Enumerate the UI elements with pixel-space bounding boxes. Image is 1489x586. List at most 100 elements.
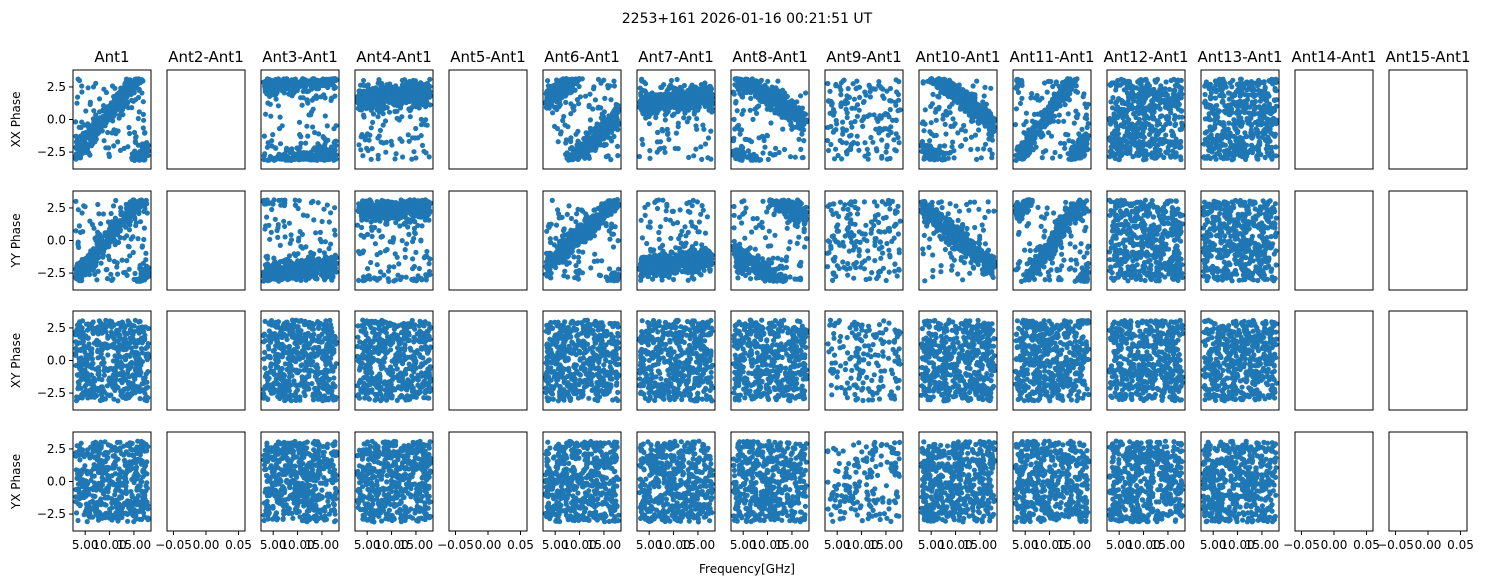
data-point	[138, 396, 143, 401]
data-point	[264, 443, 269, 448]
data-point	[364, 146, 369, 151]
data-point	[105, 383, 110, 388]
data-point	[123, 488, 128, 493]
data-point	[317, 497, 322, 502]
data-point	[331, 501, 336, 506]
data-point	[139, 439, 144, 444]
data-point	[273, 217, 278, 222]
data-point	[312, 386, 317, 391]
data-point	[305, 89, 310, 94]
data-point	[328, 322, 333, 327]
data-point	[105, 352, 110, 357]
data-point	[289, 398, 294, 403]
data-point	[301, 473, 306, 478]
data-point	[135, 236, 140, 241]
data-point	[116, 321, 121, 326]
data-point	[283, 350, 288, 355]
data-point	[118, 148, 123, 153]
data-point	[311, 447, 316, 452]
data-point	[269, 370, 274, 375]
data-point	[329, 345, 334, 350]
data-point	[400, 154, 405, 159]
data-point	[89, 258, 94, 263]
data-point	[125, 519, 130, 524]
data-point	[293, 359, 298, 364]
data-point	[274, 323, 279, 328]
data-point	[312, 516, 317, 521]
data-point	[129, 209, 134, 214]
y-tick-label: 0.0	[47, 354, 66, 368]
data-point	[269, 230, 274, 235]
subplot-grid: Ant12.50.0−2.5XX Phase2.50.0−2.5YY Phase…	[9, 48, 1474, 552]
data-point	[73, 134, 78, 139]
data-point	[120, 258, 125, 263]
x-tick-label: −0.05	[155, 538, 192, 552]
data-point	[107, 257, 112, 262]
data-point	[325, 494, 330, 499]
data-point	[80, 318, 85, 323]
data-point	[115, 139, 120, 144]
data-point	[364, 100, 369, 105]
data-point	[104, 495, 109, 500]
data-point	[113, 375, 118, 380]
data-point	[84, 363, 89, 368]
data-point	[98, 221, 103, 226]
data-point	[125, 368, 130, 373]
data-point	[298, 467, 303, 472]
data-point	[376, 77, 381, 82]
data-point	[75, 242, 80, 247]
data-point	[113, 238, 118, 243]
data-point	[77, 366, 82, 371]
data-point	[94, 277, 99, 282]
data-point	[355, 100, 360, 105]
data-point	[118, 489, 123, 494]
data-point	[138, 452, 143, 457]
data-point	[142, 130, 147, 135]
data-point	[90, 499, 95, 504]
data-point	[273, 157, 278, 162]
x-tick-label: 15.00	[305, 538, 339, 552]
data-point	[93, 81, 98, 86]
data-point	[120, 469, 125, 474]
data-point	[329, 278, 334, 283]
data-point	[75, 95, 80, 100]
data-point	[138, 319, 143, 324]
data-point	[271, 491, 276, 496]
data-point	[266, 486, 271, 491]
data-point	[331, 375, 336, 380]
data-point	[114, 498, 119, 503]
data-point	[322, 517, 327, 522]
data-point	[132, 513, 137, 518]
data-point	[95, 131, 100, 136]
data-point	[298, 244, 303, 249]
data-point	[139, 90, 144, 95]
data-point	[282, 224, 287, 229]
data-point	[124, 258, 129, 263]
data-point	[141, 99, 146, 104]
data-point	[296, 274, 301, 279]
data-point	[282, 321, 287, 326]
data-point	[293, 203, 298, 208]
data-point	[378, 128, 383, 133]
data-point	[292, 156, 297, 161]
data-point	[136, 116, 141, 121]
data-point	[262, 226, 267, 231]
data-point	[267, 376, 272, 381]
data-point	[102, 328, 107, 333]
data-point	[287, 449, 292, 454]
data-point	[298, 79, 303, 84]
data-point	[334, 269, 339, 274]
data-point	[80, 467, 85, 472]
data-point	[139, 517, 144, 522]
data-point	[295, 328, 300, 333]
data-point	[132, 386, 137, 391]
data-point	[296, 459, 301, 464]
data-point	[322, 450, 327, 455]
subplot-panel	[355, 70, 433, 169]
data-point	[141, 474, 146, 479]
data-point	[356, 94, 361, 99]
subplot-title: Ant1	[94, 48, 129, 66]
data-point	[323, 113, 328, 118]
data-point	[122, 81, 127, 86]
